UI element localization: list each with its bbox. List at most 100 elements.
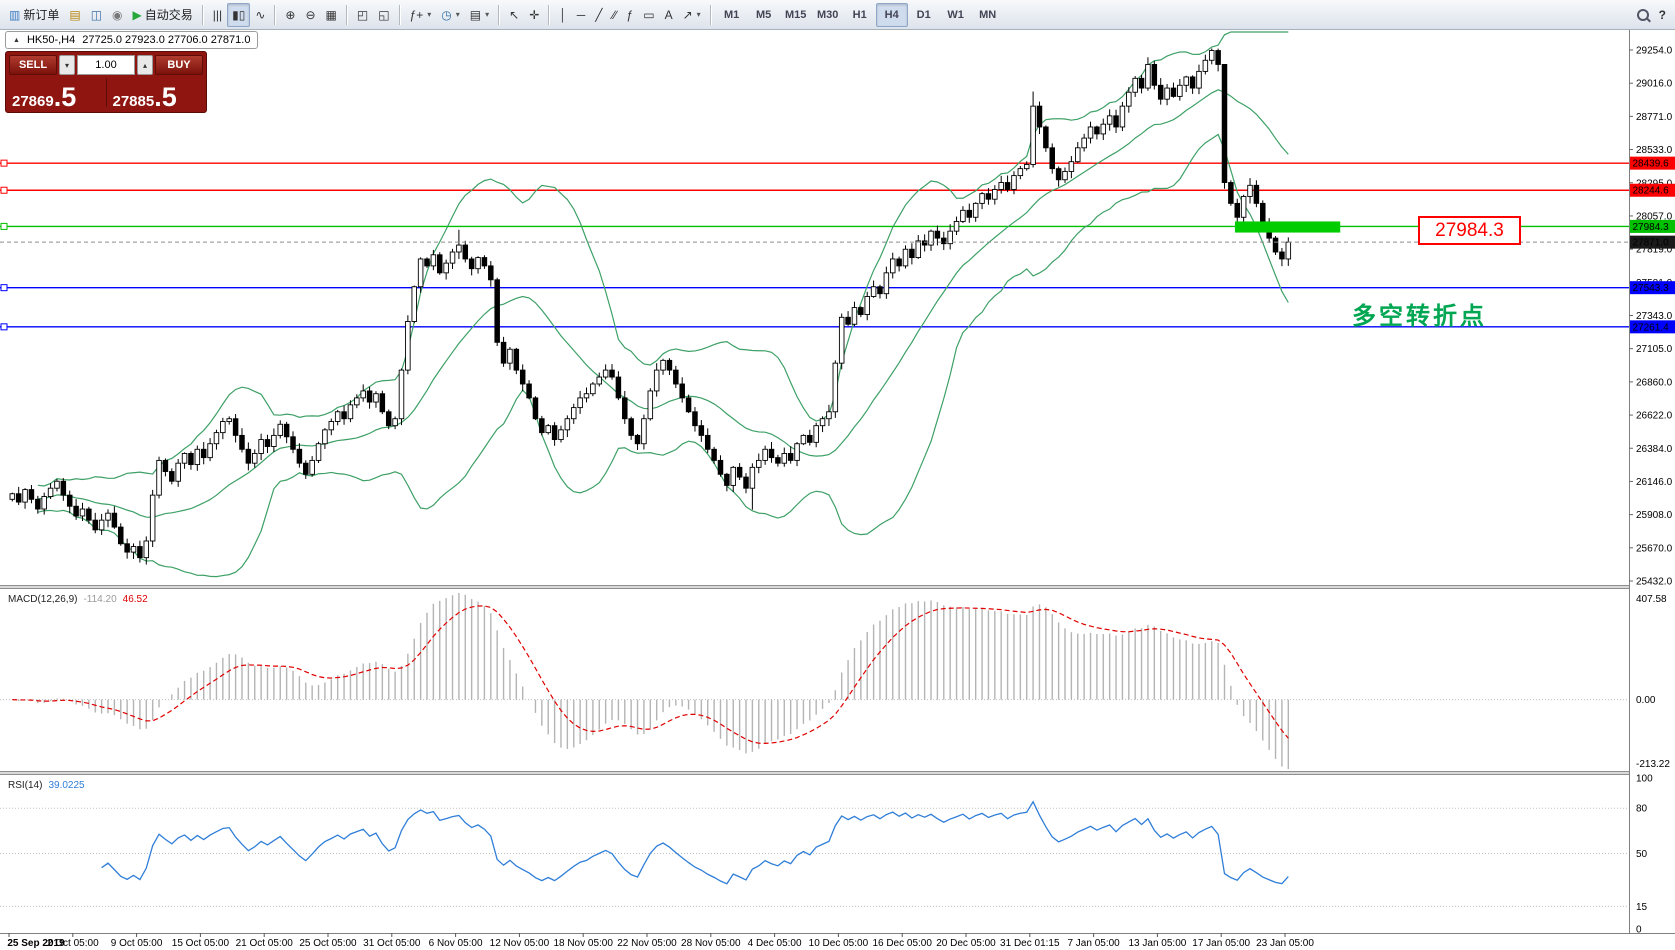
candlestick-series xyxy=(9,48,1292,565)
profiles-icon[interactable]: ◫ xyxy=(86,3,107,27)
auto-trading-button[interactable]: ▶ 自动交易 xyxy=(128,3,198,27)
volume-decrease-button[interactable]: ▾ xyxy=(59,55,75,75)
svg-text:25908.0: 25908.0 xyxy=(1636,510,1673,521)
price-callout-label[interactable]: 27984.3 xyxy=(1418,216,1521,245)
svg-text:6 Nov 05:00: 6 Nov 05:00 xyxy=(429,938,483,949)
vertical-line-button[interactable]: │ xyxy=(554,3,572,27)
svg-text:22 Nov 05:00: 22 Nov 05:00 xyxy=(617,938,677,949)
buy-price[interactable]: 27885.5 xyxy=(103,84,204,111)
vertical-line-icon: │ xyxy=(559,7,567,22)
candlestick-button[interactable]: ▮▯ xyxy=(227,2,251,27)
indicators-button[interactable]: ƒ+ ▾ xyxy=(405,3,437,27)
svg-text:7 Jan 05:00: 7 Jan 05:00 xyxy=(1067,938,1120,949)
axis-badge-27261.4: 27261.4 xyxy=(1630,320,1675,334)
shapes-icon: ▭ xyxy=(643,7,655,22)
text-button[interactable]: A xyxy=(660,3,678,27)
cascade-windows-button[interactable]: ◱ xyxy=(373,3,394,27)
line-chart-icon: ∿ xyxy=(255,7,266,22)
timeframe-h4-button[interactable]: H4 xyxy=(875,2,908,27)
grid-button[interactable]: ▦ xyxy=(321,3,342,27)
cursor-button[interactable]: ↖ xyxy=(504,3,524,27)
hline-handle-28244.6[interactable] xyxy=(0,186,8,194)
fibonacci-button[interactable]: ƒ xyxy=(622,3,639,27)
help-icon[interactable]: ? xyxy=(1658,7,1666,22)
search-icon[interactable] xyxy=(1632,3,1654,27)
svg-text:28244.6: 28244.6 xyxy=(1633,186,1670,197)
svg-text:25 Sep 2019: 25 Sep 2019 xyxy=(7,938,65,949)
toolbar-separator xyxy=(201,4,204,25)
crosshair-button[interactable]: ✛ xyxy=(524,3,544,27)
line-chart-button[interactable]: ∿ xyxy=(250,3,270,27)
svg-text:25 Oct 05:00: 25 Oct 05:00 xyxy=(299,938,357,949)
new-order-button-label: 新订单 xyxy=(23,8,60,22)
candlestick-icon: ▮▯ xyxy=(232,7,246,22)
auto-trading-icon: ▶ xyxy=(132,7,142,22)
templates-button-dropdown-arrow[interactable]: ▾ xyxy=(485,10,490,19)
axis-badge-28244.6: 28244.6 xyxy=(1630,183,1675,197)
rsi-axis-50: 50 xyxy=(1636,849,1648,860)
arrows-button[interactable]: ↗ ▾ xyxy=(678,3,706,27)
svg-text:27343.0: 27343.0 xyxy=(1636,311,1673,322)
ohlc-bars-button[interactable]: ||| xyxy=(208,3,227,27)
chart-canvas[interactable]: MACD(12,26,9) -114.20 46.52 RSI(14) 39.0225 2… xyxy=(0,30,1675,950)
volume-increase-button[interactable]: ▴ xyxy=(137,55,153,75)
timeframe-m5-button[interactable]: M5 xyxy=(756,8,772,21)
buy-button[interactable]: BUY xyxy=(155,55,203,75)
timeframe-h1-button[interactable]: H1 xyxy=(852,8,867,21)
trendline-button[interactable]: ╱ xyxy=(590,3,607,27)
svg-text:27871.0: 27871.0 xyxy=(1633,238,1670,249)
timeframe-w1-button[interactable]: W1 xyxy=(947,8,964,21)
sell-button[interactable]: SELL xyxy=(9,55,57,75)
periods-button-dropdown-arrow[interactable]: ▾ xyxy=(455,10,460,19)
rsi-axis-100: 100 xyxy=(1636,774,1653,785)
current-price-badge: 27871.0 xyxy=(1630,235,1675,249)
main-toolbar: ▥ 新订单 ▤ ◫ ◉ ▶ 自动交易 ||| ▮▯ ∿ ⊕ ⊖ ▦ ◰ ◱ ƒ+ ▾ ◷ ▾ ▤ ▾ ↖ ✛ │ ─ ╱ ∕∕ ƒ ▭ A… xyxy=(0,0,1675,30)
zoom-in-button[interactable]: ⊕ xyxy=(280,3,300,27)
highlight-rectangle[interactable] xyxy=(1234,221,1341,233)
svg-text:27261.4: 27261.4 xyxy=(1633,322,1670,333)
collapse-icon[interactable]: ▲ xyxy=(13,36,20,44)
new-chart-icon[interactable]: ▤ xyxy=(64,3,85,27)
indicators-icon: ƒ+ xyxy=(409,7,424,22)
hline-handle-28439.6[interactable] xyxy=(0,159,8,167)
shapes-button[interactable]: ▭ xyxy=(638,3,659,27)
text-icon: A xyxy=(664,7,673,22)
svg-text:27105.0: 27105.0 xyxy=(1636,344,1673,355)
arrows-button-dropdown-arrow[interactable]: ▾ xyxy=(696,10,701,19)
trendline-icon: ╱ xyxy=(595,7,603,22)
profiles-icon-icon: ◫ xyxy=(90,7,103,22)
svg-text:31 Oct 05:00: 31 Oct 05:00 xyxy=(363,938,421,949)
periods-button[interactable]: ◷ ▾ xyxy=(436,3,465,27)
axis-badge-27543.3: 27543.3 xyxy=(1630,281,1675,295)
timeframe-d1-button[interactable]: D1 xyxy=(916,8,931,21)
tile-windows-button[interactable]: ◰ xyxy=(352,3,373,27)
alerts-icon[interactable]: ◉ xyxy=(107,3,127,27)
sell-price[interactable]: 27869.5 xyxy=(9,84,103,111)
svg-text:20 Dec 05:00: 20 Dec 05:00 xyxy=(936,938,996,949)
timeframe-m15-button[interactable]: M15 xyxy=(784,8,807,21)
horizontal-line-button[interactable]: ─ xyxy=(572,3,591,27)
timeframe-m1-button[interactable]: M1 xyxy=(724,8,740,21)
hline-handle-27261.4[interactable] xyxy=(0,323,8,331)
svg-text:13 Jan 05:00: 13 Jan 05:00 xyxy=(1128,938,1186,949)
new-order-button[interactable]: ▥ 新订单 xyxy=(4,3,64,27)
svg-text:15 Oct 05:00: 15 Oct 05:00 xyxy=(172,938,230,949)
timeframe-mn-button[interactable]: MN xyxy=(979,8,997,21)
toolbar-separator xyxy=(345,4,348,25)
timeframe-m30-button[interactable]: M30 xyxy=(816,8,839,21)
templates-button[interactable]: ▤ ▾ xyxy=(465,3,494,27)
hline-handle-27984.3[interactable] xyxy=(0,222,8,230)
svg-text:17 Jan 05:00: 17 Jan 05:00 xyxy=(1192,938,1250,949)
rsi-line xyxy=(101,800,1289,885)
auto-trading-button-label: 自动交易 xyxy=(144,8,193,22)
svg-text:29254.0: 29254.0 xyxy=(1636,46,1673,57)
zoom-out-button[interactable]: ⊖ xyxy=(300,3,320,27)
toolbar-separator xyxy=(274,4,277,25)
channel-button[interactable]: ∕∕ xyxy=(608,3,622,27)
svg-text:25432.0: 25432.0 xyxy=(1636,577,1673,588)
indicators-button-dropdown-arrow[interactable]: ▾ xyxy=(427,10,432,19)
sell-price-main: 27869 xyxy=(12,93,54,110)
hline-handle-27543.3[interactable] xyxy=(0,284,8,292)
volume-input[interactable] xyxy=(77,55,135,75)
macd-axis-zero: 0.00 xyxy=(1636,695,1656,706)
